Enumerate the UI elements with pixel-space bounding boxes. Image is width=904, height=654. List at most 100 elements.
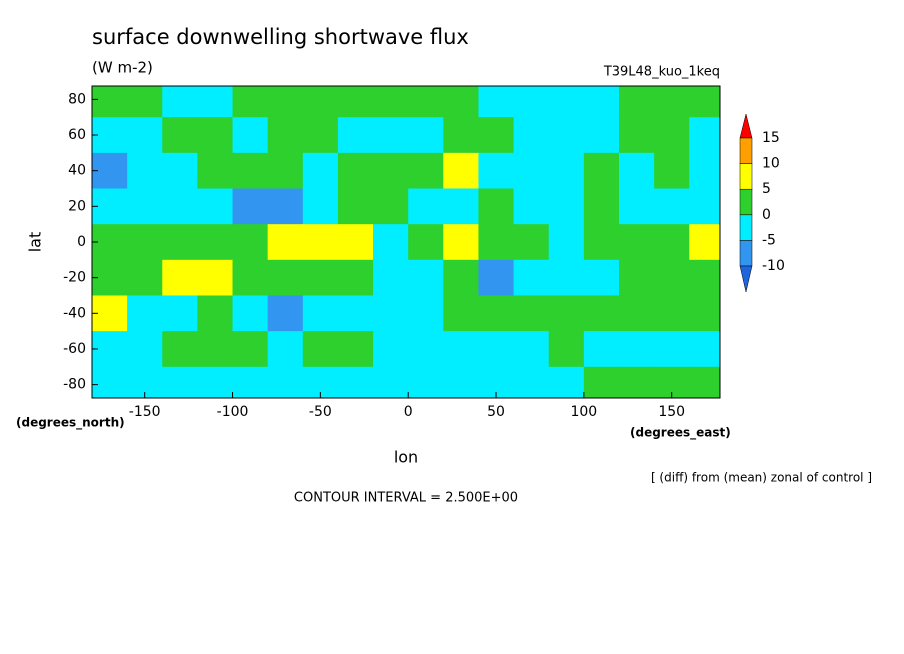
field-cell [162, 188, 198, 225]
field-cell [162, 152, 198, 190]
field-cell [478, 295, 515, 332]
field-cell [654, 331, 690, 368]
field-cell [162, 86, 198, 118]
colorbar-extend-low [739, 265, 753, 293]
field-cell [583, 259, 620, 296]
run-label: T39L48_kuo_1keq [603, 65, 720, 80]
field-cell [408, 188, 444, 225]
field-cell [302, 152, 339, 190]
field-cell [618, 224, 655, 261]
field-cell [337, 152, 374, 190]
field-cell [267, 152, 304, 190]
field-cell [267, 259, 304, 296]
field-cell [127, 117, 163, 154]
field-cell [267, 224, 304, 261]
field-cell [443, 259, 479, 296]
field-cell [513, 86, 550, 118]
field-cell [267, 117, 304, 154]
field-cell [443, 224, 479, 261]
field-cell [267, 86, 304, 118]
field-cell [478, 117, 515, 154]
field-cell [618, 117, 655, 154]
field-cell [443, 86, 479, 118]
x-tick-label: -50 [309, 404, 332, 420]
field-cell [302, 259, 339, 296]
field-cell [548, 117, 585, 154]
field-cell [513, 331, 550, 368]
field-cell [583, 295, 620, 332]
x-tick-label: 150 [658, 404, 685, 420]
field-cell [197, 331, 234, 368]
contour-interval: CONTOUR INTERVAL = 2.500E+00 [294, 491, 518, 506]
field-cell [689, 259, 720, 296]
field-cell [162, 259, 198, 296]
field-cell [618, 152, 655, 190]
field-cell [197, 259, 234, 296]
field-cell [197, 295, 234, 332]
field-cell [618, 188, 655, 225]
field-cell [443, 152, 479, 190]
field-cell [513, 295, 550, 332]
field-cell [654, 117, 690, 154]
field-cell [478, 152, 515, 190]
y-tick-label: -20 [63, 270, 86, 286]
field-cell [127, 152, 163, 190]
field-cell [513, 224, 550, 261]
field [92, 86, 720, 398]
field-cell [337, 117, 374, 154]
field-cell [337, 86, 374, 118]
field-cell [337, 295, 374, 332]
field-cell [548, 295, 585, 332]
y-tick-label: 40 [68, 163, 86, 179]
field-cell [373, 86, 409, 118]
field-cell [337, 366, 374, 398]
field-cell [302, 188, 339, 225]
field-cell [443, 188, 479, 225]
y-tick-label: -60 [63, 341, 86, 357]
field-cell [443, 117, 479, 154]
field-cell [197, 152, 234, 190]
colorbar-label: -5 [762, 232, 776, 248]
field-cell [654, 259, 690, 296]
field-cell [408, 152, 444, 190]
field-cell [654, 224, 690, 261]
x-tick-label: -100 [217, 404, 249, 420]
colorbar-band [739, 163, 753, 190]
field-cell [618, 366, 655, 398]
colorbar-band [739, 188, 753, 216]
field-cell [408, 117, 444, 154]
y-tick-label: -80 [63, 377, 86, 393]
field-cell [689, 152, 720, 190]
field-cell [689, 117, 720, 154]
field-cell [478, 188, 515, 225]
field-cell [583, 366, 620, 398]
field-cell [127, 259, 163, 296]
field-cell [373, 331, 409, 368]
field-cell [302, 295, 339, 332]
field-cell [232, 295, 269, 332]
colorbar-label: -10 [762, 258, 785, 274]
x-tick-label: 0 [404, 404, 413, 420]
field-cell [373, 295, 409, 332]
field-cell [654, 295, 690, 332]
y-axis-label: lat [26, 232, 45, 253]
field-cell [654, 152, 690, 190]
field-cell [583, 331, 620, 368]
field-cell [232, 117, 269, 154]
colorbar-label: 5 [762, 181, 771, 197]
field-cell [302, 331, 339, 368]
field-cell [408, 259, 444, 296]
field-cell [337, 259, 374, 296]
field-cell [618, 331, 655, 368]
field-cell [267, 188, 304, 225]
colorbar-label: 10 [762, 156, 780, 172]
y-tick-label: 60 [68, 127, 86, 143]
field-cell [689, 295, 720, 332]
field-cell [408, 86, 444, 118]
field-cell [443, 331, 479, 368]
field-cell [127, 188, 163, 225]
field-cell [267, 295, 304, 332]
field-cell [92, 366, 128, 398]
field-cell [127, 295, 163, 332]
field-cell [583, 152, 620, 190]
